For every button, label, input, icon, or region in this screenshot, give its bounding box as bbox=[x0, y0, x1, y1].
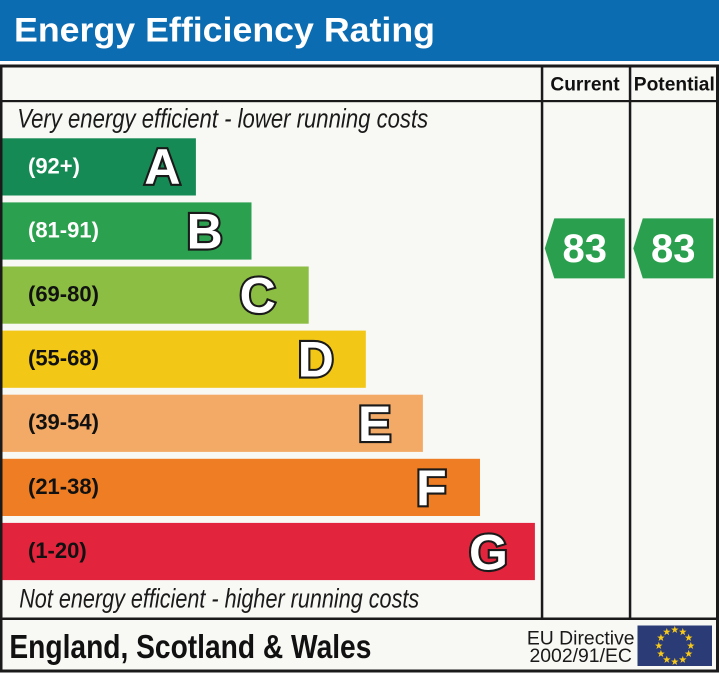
svg-text:Very energy efficient - lower: Very energy efficient - lower running co… bbox=[17, 103, 428, 133]
svg-text:(55-68): (55-68) bbox=[28, 346, 99, 371]
svg-text:(21-38): (21-38) bbox=[28, 474, 99, 499]
svg-text:83: 83 bbox=[563, 227, 608, 271]
svg-text:England, Scotland & Wales: England, Scotland & Wales bbox=[9, 628, 371, 665]
svg-text:G: G bbox=[469, 525, 508, 581]
svg-text:(69-80): (69-80) bbox=[28, 282, 99, 307]
svg-text:Energy Efficiency Rating: Energy Efficiency Rating bbox=[14, 12, 435, 50]
svg-text:(1-20): (1-20) bbox=[28, 538, 87, 563]
svg-text:Potential: Potential bbox=[634, 75, 715, 96]
svg-text:C: C bbox=[240, 268, 276, 324]
svg-text:E: E bbox=[358, 396, 391, 452]
svg-text:F: F bbox=[416, 460, 447, 516]
svg-text:D: D bbox=[298, 332, 334, 388]
svg-text:Not energy efficient - higher: Not energy efficient - higher running co… bbox=[19, 584, 419, 614]
svg-text:EU Directive: EU Directive bbox=[527, 627, 635, 649]
svg-text:83: 83 bbox=[651, 227, 696, 271]
svg-text:Current: Current bbox=[550, 75, 620, 96]
svg-text:A: A bbox=[144, 139, 180, 195]
svg-text:(81-91): (81-91) bbox=[28, 217, 99, 242]
svg-text:2002/91/EC: 2002/91/EC bbox=[529, 645, 631, 667]
svg-text:(92+): (92+) bbox=[28, 153, 80, 178]
svg-text:B: B bbox=[187, 203, 223, 259]
svg-text:(39-54): (39-54) bbox=[28, 410, 99, 435]
